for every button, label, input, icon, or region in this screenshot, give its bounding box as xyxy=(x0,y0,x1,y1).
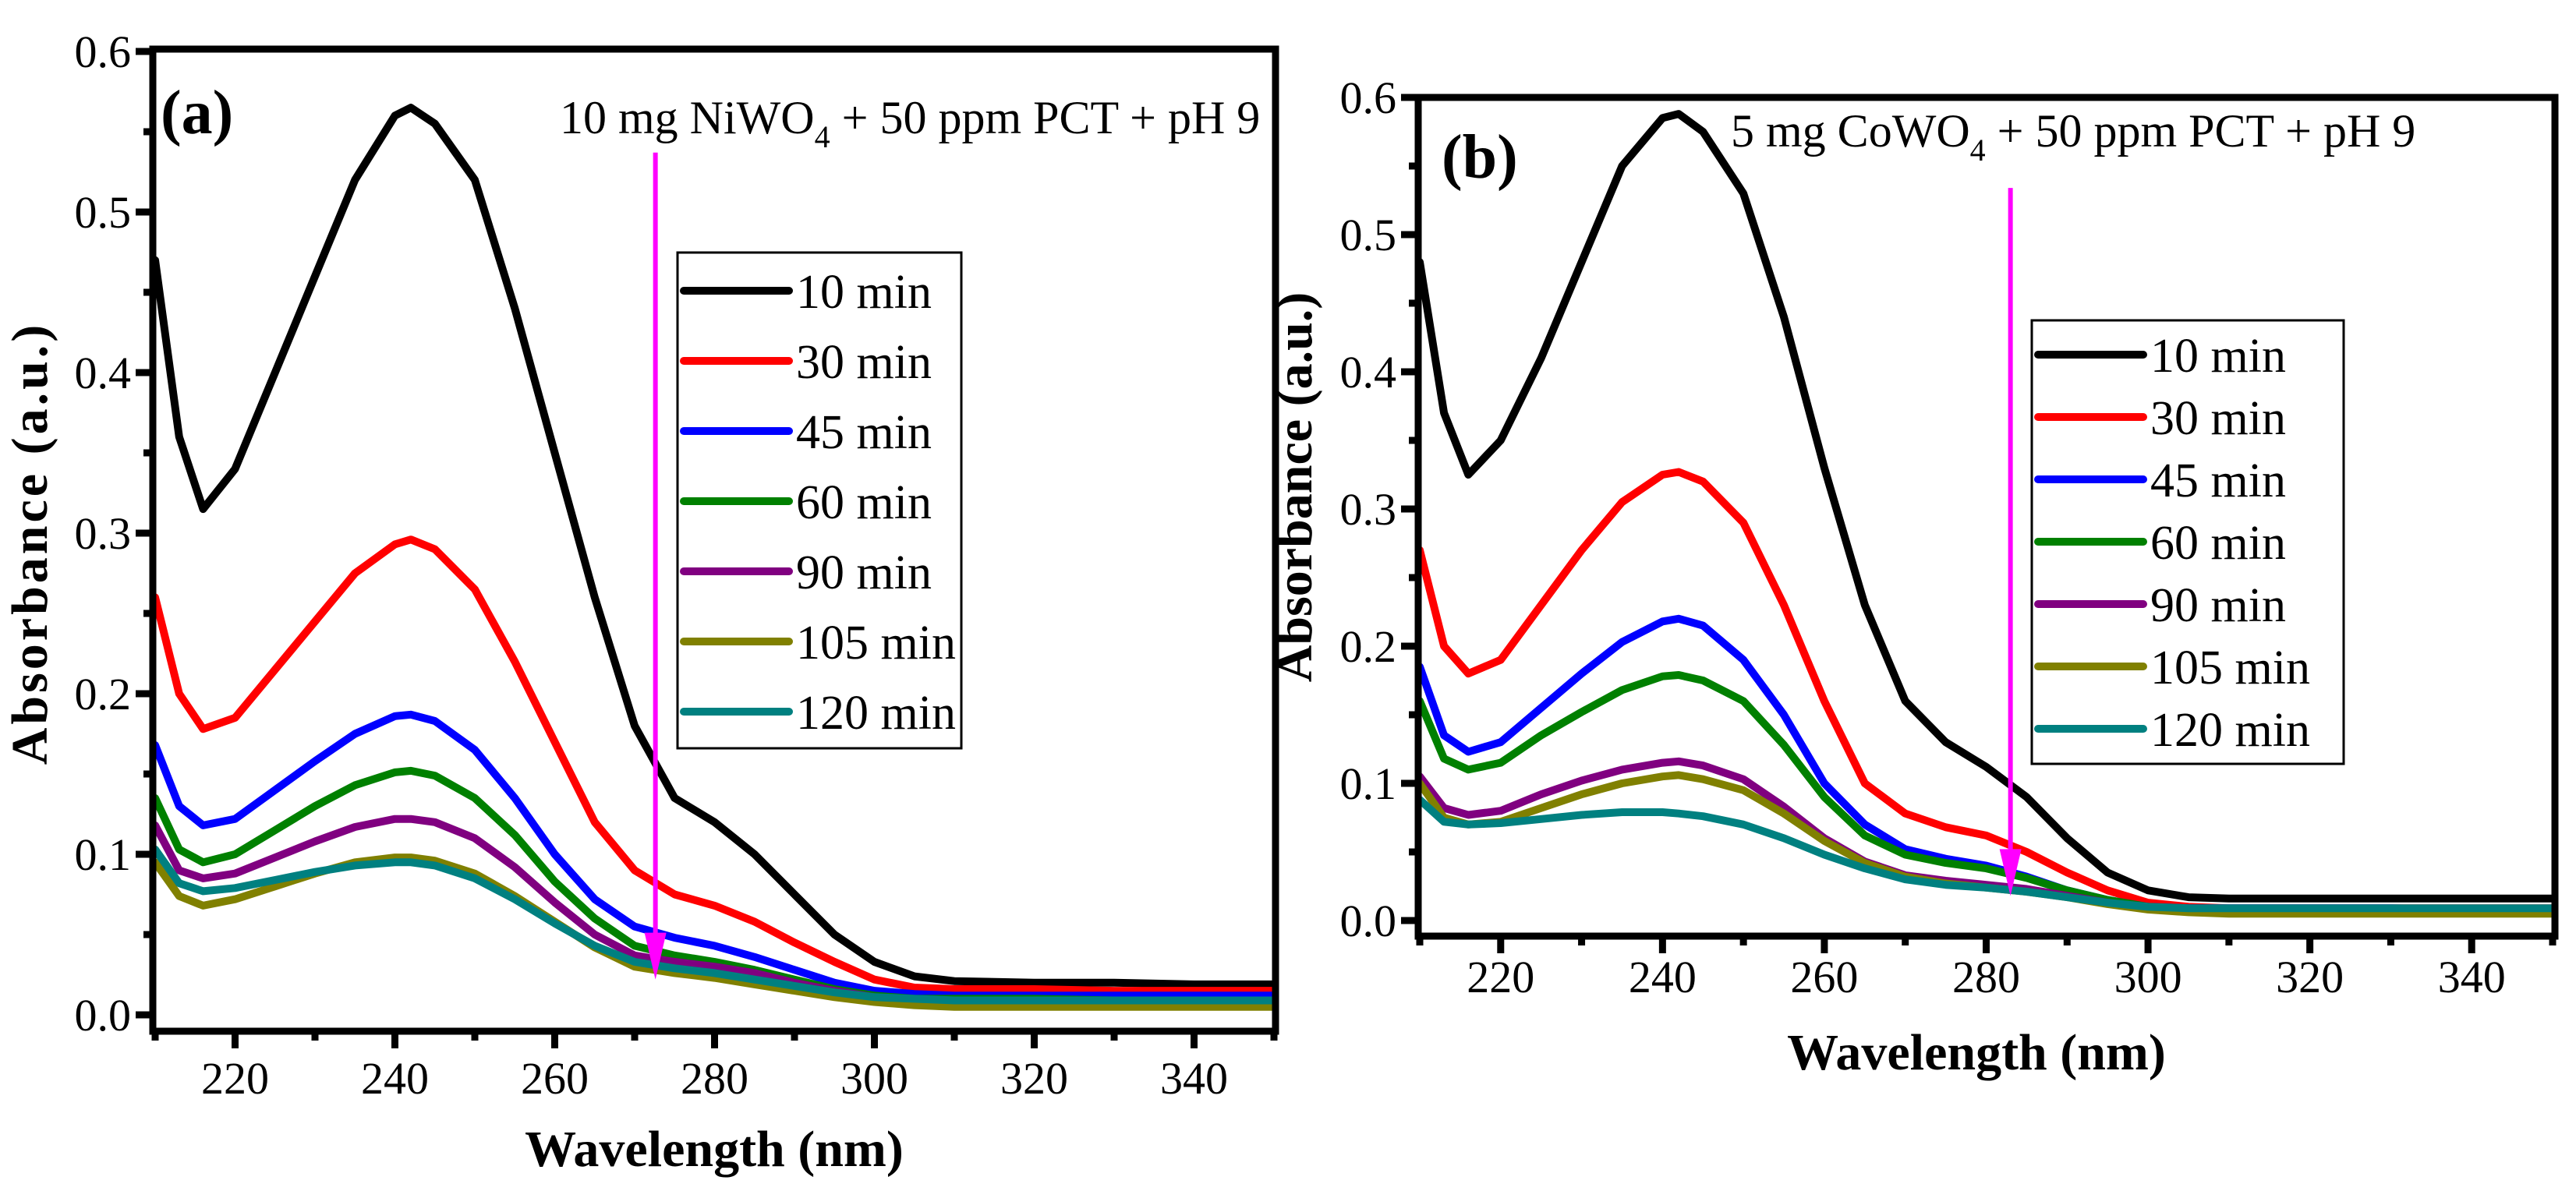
x-tick-label: 300 xyxy=(840,1053,908,1104)
legend-label: 10 min xyxy=(796,266,932,319)
condition-annotation: 5 mg CoWO4 + 50 ppm PCT + pH 9 xyxy=(1731,105,2415,168)
x-tick-label: 260 xyxy=(1790,952,1858,1002)
legend-label: 90 min xyxy=(796,546,932,599)
y-tick-label: 0.0 xyxy=(75,990,132,1041)
decrease-arrow-head xyxy=(644,932,667,980)
series-line-120-min xyxy=(151,845,1278,1005)
series-line-10-min xyxy=(1416,110,2557,903)
legend-label: 90 min xyxy=(2150,579,2286,632)
series-line-30-min xyxy=(151,535,1278,995)
y-tick-label: 0.5 xyxy=(1340,210,1397,260)
legend-label: 60 min xyxy=(2150,517,2286,570)
y-tick-label: 0.4 xyxy=(1340,347,1397,398)
y-tick-label: 0.2 xyxy=(1340,621,1397,672)
x-tick-label: 280 xyxy=(1952,952,2020,1002)
x-tick-label: 240 xyxy=(361,1053,429,1104)
annotation-prefix: 5 mg CoWO xyxy=(1731,105,1970,157)
legend-label: 30 min xyxy=(796,336,932,389)
annotation-suffix: + 50 ppm PCT + pH 9 xyxy=(830,92,1261,143)
annotation-prefix: 10 mg NiWO xyxy=(560,92,815,143)
legend-label: 45 min xyxy=(2150,454,2286,507)
x-tick-label: 320 xyxy=(1000,1053,1068,1104)
annotation-subscript: 4 xyxy=(815,119,830,154)
y-tick-label: 0.1 xyxy=(75,829,132,880)
y-tick-label: 0.0 xyxy=(1340,896,1397,946)
y-tick-label: 0.3 xyxy=(75,508,132,559)
legend-label: 30 min xyxy=(2150,392,2286,445)
series-line-10-min xyxy=(151,104,1278,988)
decrease-arrow-head xyxy=(1999,849,2022,896)
x-tick-label: 220 xyxy=(1467,952,1534,1002)
legend-label: 60 min xyxy=(796,476,932,529)
x-tick-label: 260 xyxy=(521,1053,589,1104)
series-line-105-min xyxy=(1416,771,2557,918)
x-tick-label: 320 xyxy=(2276,952,2344,1002)
panel-a: 220 240 260 280 300 320 340 0.0 0.1 0.2 0.3 0.4 0.5 0… xyxy=(2,27,1279,1178)
y-tick-label: 0.6 xyxy=(1340,72,1397,123)
x-tick-label: 280 xyxy=(681,1053,748,1104)
y-axis-title: Absorbance (a.u.) xyxy=(2,322,58,765)
plot-frame xyxy=(1414,94,2559,940)
x-tick-label: 300 xyxy=(2114,952,2182,1002)
y-tick-label: 0.5 xyxy=(75,187,132,238)
x-tick-label: 220 xyxy=(201,1053,269,1104)
y-tick-label: 0.6 xyxy=(75,27,132,77)
annotation-subscript: 4 xyxy=(1970,133,1986,168)
series-line-45-min xyxy=(151,710,1278,1000)
legend-label: 120 min xyxy=(796,687,956,740)
legend-label: 105 min xyxy=(796,617,956,670)
x-tick-label: 240 xyxy=(1629,952,1697,1002)
y-tick-label: 0.3 xyxy=(1340,484,1397,535)
panel-label: (a) xyxy=(161,79,233,147)
legend-label: 10 min xyxy=(2150,330,2286,383)
y-tick-label: 0.4 xyxy=(75,348,132,398)
x-tick-label: 340 xyxy=(1160,1053,1228,1104)
legend-label: 105 min xyxy=(2150,641,2310,694)
y-tick-label: 0.2 xyxy=(75,669,132,719)
legend-label: 45 min xyxy=(796,406,932,459)
series-line-120-min xyxy=(1416,796,2557,913)
panel-label: (b) xyxy=(1442,123,1518,192)
legend-label: 120 min xyxy=(2150,704,2310,757)
x-axis-title: Wavelength (nm) xyxy=(1787,1024,2166,1081)
annotation-suffix: + 50 ppm PCT + pH 9 xyxy=(1986,105,2416,157)
series-line-30-min xyxy=(1416,468,2557,913)
y-tick-label: 0.1 xyxy=(1340,758,1397,809)
x-tick-label: 340 xyxy=(2438,952,2506,1002)
y-axis-title: Absorbance (a.u.) xyxy=(1266,292,1323,683)
condition-annotation: 10 mg NiWO4 + 50 ppm PCT + pH 9 xyxy=(560,92,1260,154)
panel-b: 220 240 260 280 300 320 340 0.0 0.1 0.2 0.3 0.4 0.5 0… xyxy=(1266,72,2559,1081)
x-axis-title: Wavelength (nm) xyxy=(525,1121,904,1178)
